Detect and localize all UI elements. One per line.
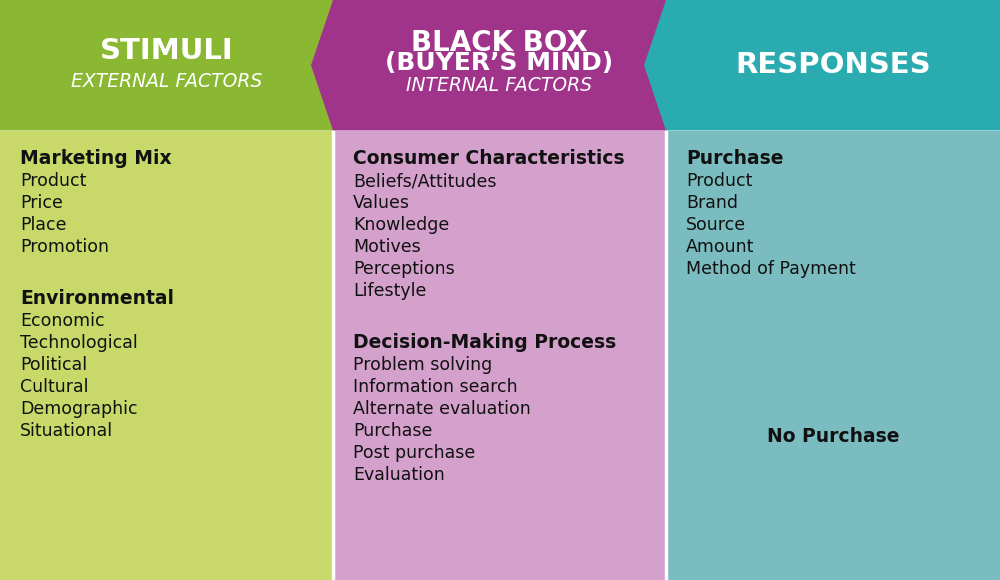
Text: INTERNAL FACTORS: INTERNAL FACTORS (406, 76, 592, 95)
Text: EXTERNAL FACTORS: EXTERNAL FACTORS (71, 72, 262, 90)
Text: Situational: Situational (20, 422, 113, 440)
Polygon shape (644, 0, 1000, 130)
Text: Economic: Economic (20, 313, 105, 331)
Text: Purchase: Purchase (686, 148, 784, 168)
Text: Price: Price (20, 194, 63, 212)
Text: Product: Product (20, 172, 86, 190)
Text: Amount: Amount (686, 238, 754, 256)
Bar (333, 130, 666, 580)
Text: BLACK BOX: BLACK BOX (411, 29, 588, 57)
Text: Values: Values (353, 194, 410, 212)
Text: Marketing Mix: Marketing Mix (20, 148, 172, 168)
Text: Decision-Making Process: Decision-Making Process (353, 332, 616, 351)
Text: Alternate evaluation: Alternate evaluation (353, 401, 531, 419)
Text: Motives: Motives (353, 238, 421, 256)
Text: Promotion: Promotion (20, 238, 109, 256)
Text: Source: Source (686, 216, 746, 234)
Text: Environmental: Environmental (20, 288, 174, 307)
Text: Place: Place (20, 216, 66, 234)
Text: STIMULI: STIMULI (100, 37, 233, 66)
Text: Problem solving: Problem solving (353, 357, 492, 375)
Text: Lifestyle: Lifestyle (353, 282, 426, 300)
Text: No Purchase: No Purchase (767, 427, 899, 445)
Text: Purchase: Purchase (353, 422, 432, 440)
Bar (666, 130, 1000, 580)
Text: Method of Payment: Method of Payment (686, 260, 856, 278)
Text: Information search: Information search (353, 379, 518, 397)
Text: Brand: Brand (686, 194, 738, 212)
Text: Cultural: Cultural (20, 379, 88, 397)
Text: Post purchase: Post purchase (353, 444, 475, 462)
Text: Consumer Characteristics: Consumer Characteristics (353, 148, 625, 168)
Text: Product: Product (686, 172, 752, 190)
Polygon shape (0, 0, 355, 130)
Text: Demographic: Demographic (20, 401, 138, 419)
Text: Evaluation: Evaluation (353, 466, 445, 484)
Text: (BUYER’S MIND): (BUYER’S MIND) (385, 51, 614, 75)
Text: Technological: Technological (20, 335, 138, 353)
Text: Beliefs/Attitudes: Beliefs/Attitudes (353, 172, 496, 190)
Polygon shape (311, 0, 688, 130)
Text: Knowledge: Knowledge (353, 216, 449, 234)
Bar (0, 130, 333, 580)
Text: Perceptions: Perceptions (353, 260, 455, 278)
Text: Political: Political (20, 357, 87, 375)
Text: RESPONSES: RESPONSES (735, 51, 931, 79)
